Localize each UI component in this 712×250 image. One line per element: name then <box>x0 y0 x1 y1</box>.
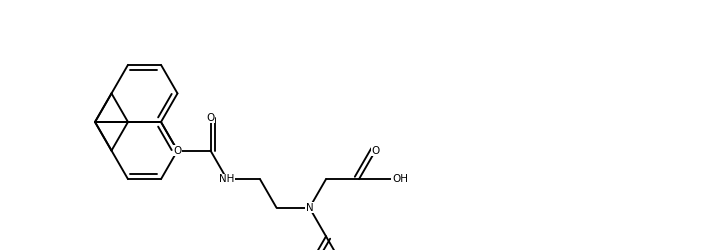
Text: N: N <box>305 203 313 213</box>
Text: O: O <box>174 146 182 156</box>
Text: O: O <box>206 112 214 122</box>
Text: O: O <box>372 146 379 156</box>
Text: OH: OH <box>392 174 408 184</box>
Text: NH: NH <box>219 174 235 184</box>
